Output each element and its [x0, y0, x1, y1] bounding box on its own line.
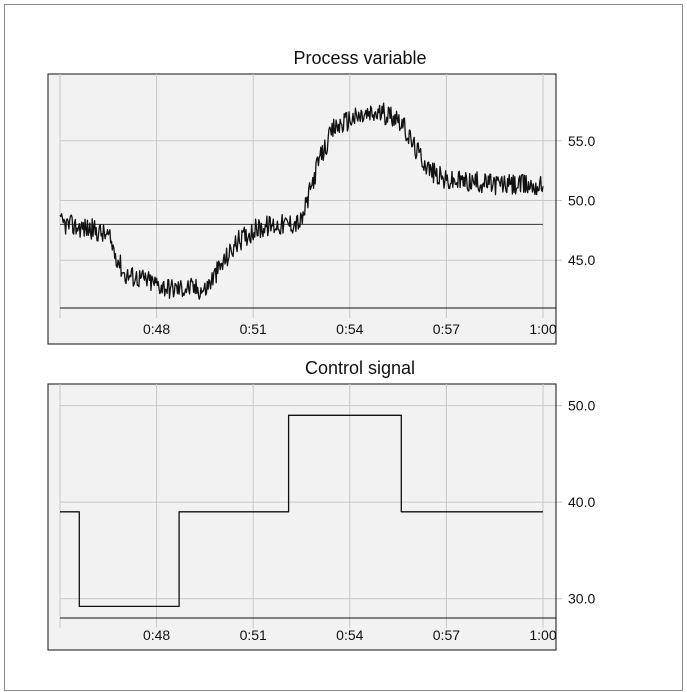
x-tick-label: 0:51 [240, 627, 267, 643]
y-tick-label: 50.0 [568, 192, 595, 208]
y-tick-label: 40.0 [568, 494, 595, 510]
x-tick-label: 0:54 [336, 321, 363, 337]
y-tick-label: 30.0 [568, 591, 595, 607]
plot-area-1 [47, 73, 557, 345]
y-tick-label: 45.0 [568, 252, 595, 268]
x-tick-label: 0:57 [433, 321, 460, 337]
y-tick-label: 55.0 [568, 133, 595, 149]
x-tick-label: 1:00 [529, 627, 556, 643]
plot-area-2 [47, 383, 557, 651]
series-line [59, 102, 544, 300]
x-tick-label: 0:54 [336, 627, 363, 643]
x-tick-label: 0:51 [240, 321, 267, 337]
control-signal-title: Control signal [304, 358, 416, 378]
y-tick-label: 50.0 [568, 398, 595, 414]
x-tick-label: 1:00 [529, 321, 556, 337]
series-line [60, 414, 543, 608]
x-tick-label: 0:57 [433, 627, 460, 643]
process-variable-title: Process variable [293, 48, 427, 68]
x-tick-label: 0:48 [143, 321, 170, 337]
x-tick-label: 0:48 [143, 627, 170, 643]
